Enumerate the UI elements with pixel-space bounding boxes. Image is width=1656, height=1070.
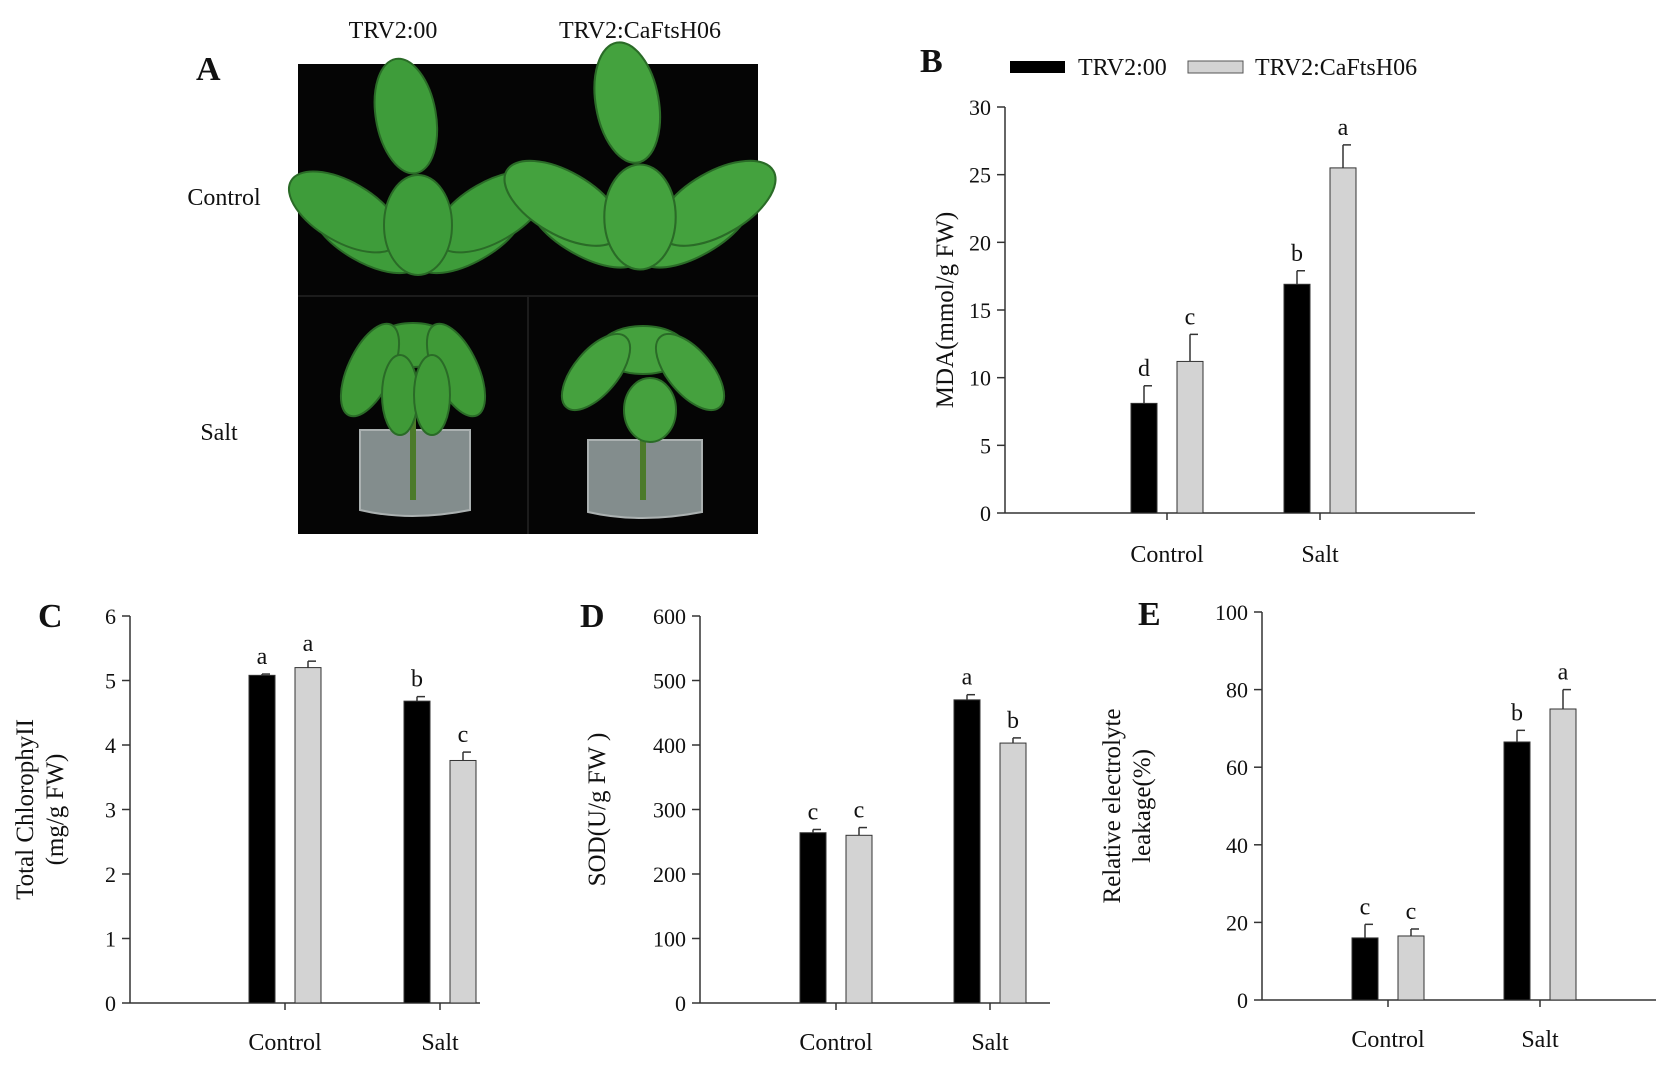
significance-label: c xyxy=(458,722,469,748)
y-tick-label: 25 xyxy=(969,163,991,188)
legend: TRV2:00 TRV2:CaFtsH06 xyxy=(1010,55,1417,81)
y-tick-label: 300 xyxy=(653,798,686,823)
y-tick-label: 3 xyxy=(105,798,116,823)
bar xyxy=(1329,167,1357,514)
y-tick-label: 0 xyxy=(980,501,991,526)
panel-c-letter: C xyxy=(38,598,63,635)
y-tick-label: 6 xyxy=(105,604,116,629)
bar xyxy=(449,759,477,1004)
legend-swatch-trv2-cafts xyxy=(1187,60,1244,74)
y-tick-label: 10 xyxy=(969,366,991,391)
y-tick-label: 400 xyxy=(653,733,686,758)
y-tick-label: 40 xyxy=(1226,833,1248,858)
column-label-trv2-cafts: TRV2:CaFtsH06 xyxy=(559,18,721,44)
y-axis-title: (mg/g FW) xyxy=(42,754,69,866)
y-tick-label: 600 xyxy=(653,604,686,629)
y-tick-label: 80 xyxy=(1226,678,1248,703)
column-label-trv2-00: TRV2:00 xyxy=(349,18,438,44)
y-tick-label: 0 xyxy=(105,991,116,1016)
x-tick-label: Control xyxy=(1130,542,1204,568)
x-tick-label: Salt xyxy=(1521,1027,1559,1053)
bar xyxy=(1397,935,1425,1001)
plant-photo xyxy=(275,36,791,534)
significance-label: b xyxy=(1291,241,1303,267)
bar xyxy=(248,674,276,1004)
legend-label-trv2-cafts: TRV2:CaFtsH06 xyxy=(1255,55,1417,81)
x-tick-label: Control xyxy=(799,1030,873,1056)
bar xyxy=(1351,937,1379,1001)
panel-e-letter: E xyxy=(1138,596,1161,633)
chart-b: B 0 5 10 15 20 25 30 Control Salt d b c a MDA(mmol/g F… xyxy=(920,43,1475,568)
significance-label: c xyxy=(1185,304,1196,330)
bar xyxy=(1130,402,1158,514)
bar xyxy=(294,667,322,1004)
y-tick-label: 60 xyxy=(1226,755,1248,780)
significance-label: c xyxy=(1406,899,1417,925)
plant-salt-trv2-00 xyxy=(339,322,487,517)
y-axis-title: SOD(U/g FW ) xyxy=(584,733,611,887)
chart-c: C 0 1 2 3 4 5 6 Control Salt a b a c Total ChlorophyII… xyxy=(12,598,480,1056)
significance-label: b xyxy=(411,667,423,693)
panel-a-letter: A xyxy=(196,51,221,88)
y-tick-label: 20 xyxy=(969,230,991,255)
x-tick-label: Salt xyxy=(1301,542,1339,568)
y-axis-title: leakage(%) xyxy=(1129,749,1156,863)
y-tick-label: 2 xyxy=(105,862,116,887)
plant-salt-trv2-cafts xyxy=(560,325,726,519)
significance-label: c xyxy=(1360,894,1371,920)
y-tick-label: 0 xyxy=(675,991,686,1016)
significance-label: d xyxy=(1138,356,1150,382)
y-tick-label: 30 xyxy=(969,95,991,120)
panel-d-letter: D xyxy=(580,598,605,635)
y-tick-label: 20 xyxy=(1226,910,1248,935)
x-tick-label: Salt xyxy=(971,1030,1009,1056)
y-tick-label: 0 xyxy=(1237,988,1248,1013)
significance-label: a xyxy=(962,665,973,691)
chart-d: D 0 100 200 300 400 500 600 Control Salt c a c b SOD(U… xyxy=(580,598,1050,1056)
y-tick-label: 15 xyxy=(969,298,991,323)
significance-label: b xyxy=(1511,700,1523,726)
y-tick-label: 500 xyxy=(653,669,686,694)
significance-label: c xyxy=(854,798,865,824)
y-tick-label: 100 xyxy=(653,927,686,952)
significance-label: a xyxy=(303,631,314,657)
y-tick-label: 200 xyxy=(653,862,686,887)
y-tick-label: 5 xyxy=(105,669,116,694)
significance-label: b xyxy=(1007,708,1019,734)
bar xyxy=(953,699,981,1004)
bar xyxy=(1549,708,1577,1001)
y-axis-title: Relative electrolyte xyxy=(1099,708,1126,903)
chart-e: E 0 20 40 60 80 100 Control Salt c b c a Relative ele… xyxy=(1099,596,1656,1053)
y-tick-label: 100 xyxy=(1215,600,1248,625)
bar xyxy=(1176,360,1204,514)
y-axis-title: Total ChlorophyII xyxy=(12,719,39,900)
row-label-control: Control xyxy=(187,185,261,211)
legend-label-trv2-00: TRV2:00 xyxy=(1078,55,1167,81)
row-label-salt: Salt xyxy=(200,420,238,446)
significance-label: a xyxy=(1558,660,1569,686)
significance-label: a xyxy=(1338,115,1349,141)
x-tick-label: Control xyxy=(1351,1027,1425,1053)
y-tick-label: 5 xyxy=(980,433,991,458)
panel-b-letter: B xyxy=(920,43,943,80)
y-axis-title: MDA(mmol/g FW) xyxy=(932,212,959,409)
panel-a: A TRV2:00 TRV2:CaFtsH06 Control Salt xyxy=(187,18,791,534)
bar xyxy=(999,742,1027,1004)
bar xyxy=(845,834,873,1004)
bar xyxy=(1503,741,1531,1001)
x-tick-label: Control xyxy=(248,1030,322,1056)
bar xyxy=(403,700,431,1004)
bar xyxy=(799,832,827,1004)
y-tick-label: 1 xyxy=(105,927,116,952)
significance-label: a xyxy=(257,644,268,670)
significance-label: c xyxy=(808,799,819,825)
bar xyxy=(1283,283,1311,514)
x-tick-label: Salt xyxy=(421,1030,459,1056)
legend-swatch-trv2-00 xyxy=(1010,61,1065,73)
y-tick-label: 4 xyxy=(105,733,116,758)
